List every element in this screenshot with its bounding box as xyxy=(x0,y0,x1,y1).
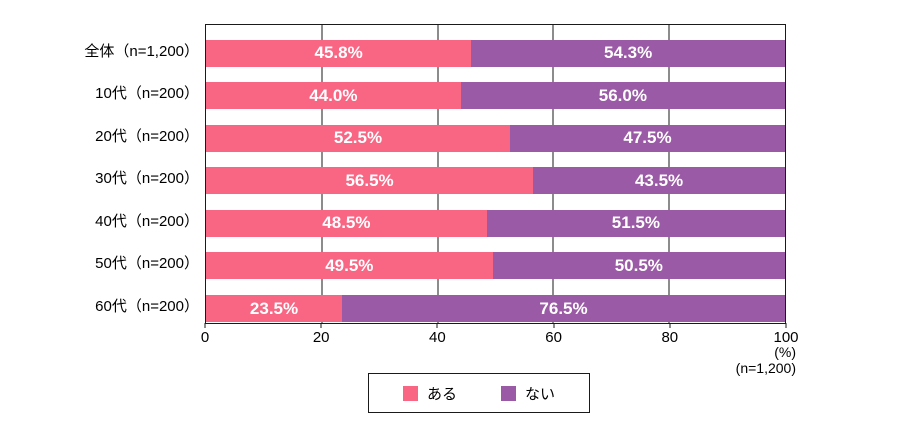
stacked-bar: 48.5% 51.5% xyxy=(206,209,785,237)
bar-rows: 全体（n=1,200） 45.8% 54.3% 10代（n=200） 44.0% 56.0… xyxy=(84,25,785,323)
bar-row: 50代（n=200） 49.5% 50.5% xyxy=(95,238,785,281)
x-axis: 0 20 40 60 80 100 xyxy=(201,323,799,349)
tick-mark-80 xyxy=(669,323,671,328)
legend-label-nai: ない xyxy=(525,385,556,403)
bar-segment-ない: 56.0% xyxy=(460,82,785,110)
bar-segment-ない: 50.5% xyxy=(492,252,785,280)
legend-swatch-nai-icon xyxy=(501,385,516,401)
stacked-bar: 45.8% 54.3% xyxy=(206,39,785,67)
bar-segment-ある: 44.0% xyxy=(206,82,461,110)
category-label: 30代（n=200） xyxy=(95,170,199,188)
legend-label-aru: ある xyxy=(426,385,457,403)
legend: ある ない xyxy=(368,373,590,413)
x-axis-unit-label: (%) xyxy=(774,344,796,360)
sample-size-note: (n=1,200) xyxy=(735,360,796,376)
bar-segment-ある: 48.5% xyxy=(206,209,487,237)
bar-segment-ある: 49.5% xyxy=(206,252,493,280)
bar-row: 20代（n=200） 52.5% 47.5% xyxy=(95,110,785,153)
tick-label-40: 40 xyxy=(429,329,446,346)
legend-swatch-aru-icon xyxy=(402,385,418,401)
legend-item-nai: ない xyxy=(501,383,555,404)
stacked-bar: 56.5% 43.5% xyxy=(206,167,785,195)
category-label: 20代（n=200） xyxy=(95,127,199,145)
tick-label-0: 0 xyxy=(200,329,210,346)
bar-segment-ない: 54.3% xyxy=(471,39,785,67)
bar-row: 60代（n=200） 23.5% 76.5% xyxy=(95,280,785,323)
stacked-bar: 52.5% 47.5% xyxy=(206,124,785,152)
legend-item-aru: ある xyxy=(402,383,457,404)
bar-segment-ない: 43.5% xyxy=(533,167,785,195)
bar-segment-ある: 23.5% xyxy=(206,295,343,323)
bar-segment-ある: 56.5% xyxy=(206,167,534,195)
stacked-bar: 49.5% 50.5% xyxy=(206,252,785,280)
plot-area: 全体（n=1,200） 45.8% 54.3% 10代（n=200） 44.0% 56.0… xyxy=(84,24,786,324)
bar-row: 10代（n=200） 44.0% 56.0% xyxy=(95,68,785,111)
tick-label-80: 80 xyxy=(661,329,679,346)
stacked-bar: 23.5% 76.5% xyxy=(206,295,785,323)
tick-mark-60 xyxy=(553,323,555,328)
category-label: 50代（n=200） xyxy=(95,255,199,273)
tick-label-20: 20 xyxy=(312,329,330,346)
category-label: 40代（n=200） xyxy=(95,212,199,230)
tick-label-60: 60 xyxy=(545,329,562,346)
tick-mark-100 xyxy=(785,323,787,328)
bar-row: 全体（n=1,200） 45.8% 54.3% xyxy=(84,25,785,68)
category-label: 全体（n=1,200） xyxy=(84,42,199,60)
tick-label-100: 100 xyxy=(773,329,799,346)
bar-segment-ある: 52.5% xyxy=(206,124,510,152)
bar-segment-ない: 47.5% xyxy=(509,124,785,152)
tick-mark-20 xyxy=(320,323,322,328)
bar-row: 40代（n=200） 48.5% 51.5% xyxy=(95,195,785,238)
bar-segment-ない: 76.5% xyxy=(342,295,785,323)
tick-mark-40 xyxy=(436,323,438,328)
tick-mark-0 xyxy=(204,323,206,328)
bar-segment-ある: 45.8% xyxy=(206,39,472,67)
category-label: 60代（n=200） xyxy=(95,298,199,316)
bar-segment-ない: 51.5% xyxy=(486,209,785,237)
category-label: 10代（n=200） xyxy=(95,85,199,103)
stacked-bar: 44.0% 56.0% xyxy=(206,82,785,110)
bar-row: 30代（n=200） 56.5% 43.5% xyxy=(95,153,785,196)
